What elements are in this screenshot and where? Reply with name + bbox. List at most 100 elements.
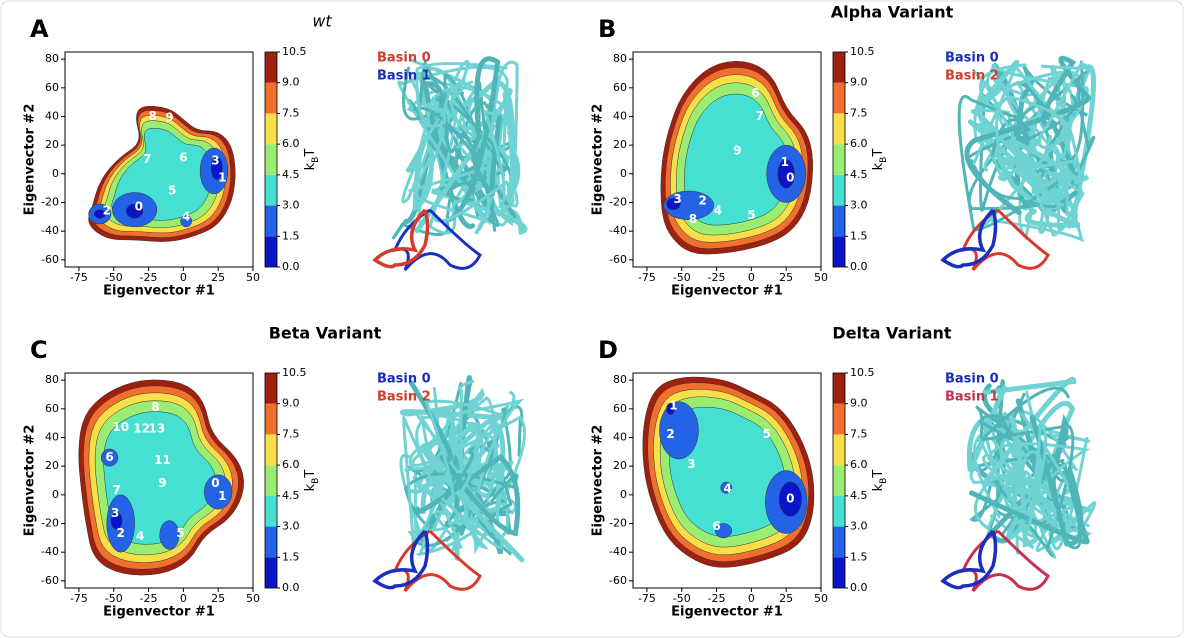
basin-label: 11 [154,453,171,467]
basin-label: 6 [712,519,720,533]
y-axis-label: Eigenvector #2 [591,104,606,216]
panel-title: Beta Variant [269,324,382,343]
y-tick-label: 0 [620,167,627,180]
colorbar-tick-label: 6.0 [850,458,868,471]
basin-label: 4 [182,209,190,223]
basin-label: 0 [786,171,794,185]
panel-letter: A [30,15,49,43]
protein-structure [372,375,527,592]
y-tick-label: 40 [613,431,627,444]
colorbar-band [833,526,845,558]
colorbar-tick-label: 7.5 [850,427,868,440]
basin-label: 2 [698,194,706,208]
colorbar-tick-label: 0.0 [850,260,868,273]
y-tick-label: -60 [609,574,627,587]
plot-frame [64,372,254,589]
basin-region [210,156,223,180]
colorbar-band [265,403,277,435]
colorbar-band [265,373,277,404]
x-tick-label: -75 [638,592,656,605]
basin-label: 12 [133,421,150,435]
panel-letter: C [30,336,48,364]
colorbar-tick-label: 10.5 [282,45,307,58]
basin-label: 5 [747,208,755,222]
x-tick-label: -75 [638,271,656,284]
x-tick-label: -25 [140,271,158,284]
basin-label: 0 [135,199,143,213]
basin-label: 1 [781,155,789,169]
colorbar-frame [832,372,846,589]
colorbar-tick-label: 9.0 [282,76,300,89]
panel-title: Alpha Variant [831,3,954,22]
colorbar-band [833,236,845,267]
colorbar-tick-label: 1.5 [850,229,868,242]
colorbar-band [833,52,845,83]
colorbar-label-part: T [303,149,318,158]
basin-label: 7 [112,483,120,497]
panel-title: Delta Variant [832,324,952,343]
colorbar-band [833,465,845,496]
protein-strand [957,94,1059,232]
y-tick-label: 80 [45,52,59,65]
colorbar-tick-label: 1.5 [282,229,300,242]
y-tick-label: 0 [52,167,59,180]
y-tick-label: 20 [613,459,627,472]
panel-letter: B [598,15,616,43]
colorbar-tick-label: 7.5 [282,106,300,119]
x-tick-label: -50 [105,592,123,605]
basin-region [720,481,733,494]
x-tick-label: -75 [70,592,88,605]
basin-region [204,474,233,510]
protein-strand [420,398,525,498]
basin-loop [960,529,1050,592]
x-tick-label: 0 [748,271,755,284]
colorbar-label-part: B [879,157,889,163]
basin-label: 4 [136,529,144,543]
plot-frame [64,51,254,268]
basin-label: 7 [756,109,764,123]
colorbar-tick-label: 9.0 [282,397,300,410]
basin-loop [372,208,430,269]
y-tick-label: 40 [613,110,627,123]
colorbar-label: kBT [871,470,889,492]
colorbar-tick-label: 0.0 [850,581,868,594]
x-tick-label: -25 [708,271,726,284]
y-tick-label: -40 [609,545,627,558]
basin-label: 5 [176,526,184,540]
y-tick-label: -60 [41,253,59,266]
colorbar-label-part: T [871,149,886,158]
y-tick-label: -20 [41,517,59,530]
plot-frame [632,372,822,589]
colorbar-band [265,526,277,558]
panel-letter: D [598,336,618,364]
colorbar-label: kBT [303,470,321,492]
x-axis-label: Eigenvector #1 [671,284,783,299]
x-tick-label: -50 [673,592,691,605]
basin-region [778,481,802,517]
colorbar-band [265,174,277,206]
landscape [660,60,813,255]
colorbar-tick-label: 6.0 [282,458,300,471]
legend-entry: Basin 1 [377,69,431,84]
legend-entry: Basin 2 [945,69,999,84]
panel-title: wt [312,12,332,31]
basin-label: 6 [751,86,759,100]
basin-label: 7 [143,152,151,166]
colorbar-label-part: T [303,470,318,479]
protein-strand [1016,60,1085,173]
basin-region [110,511,123,530]
y-tick-label: 0 [620,488,627,501]
legend-entry: Basin 1 [945,390,999,405]
basin-label: 2 [103,204,111,218]
colorbar-band [265,113,277,145]
protein-structure [372,56,528,271]
basin-loop [940,529,998,590]
colorbar-band [265,434,277,466]
colorbar-label-part: B [311,157,321,163]
panel: B Alpha Variant 6 7 9 1 0 3 24 8 5 -75 -50 -25 0 25 50 -6… [591,3,1097,299]
colorbar-frame [264,372,278,589]
legend-entry: Basin 0 [377,372,431,387]
x-tick-label: -75 [70,271,88,284]
